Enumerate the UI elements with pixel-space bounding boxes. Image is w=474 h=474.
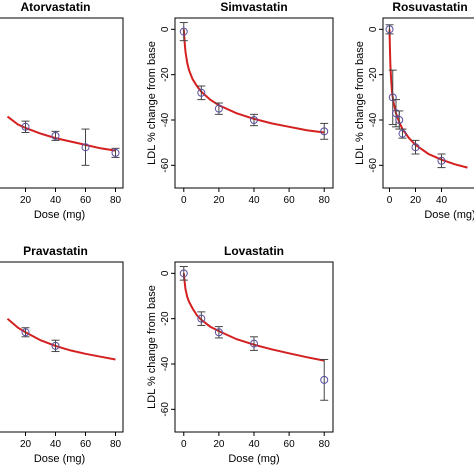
- y-tick-label: -20: [368, 67, 379, 82]
- data-point: [51, 341, 60, 350]
- x-tick-label: 20: [20, 439, 32, 450]
- data-point: [320, 127, 329, 136]
- x-tick-label: 60: [284, 439, 296, 450]
- data-point: [250, 116, 258, 124]
- data-point: [320, 375, 329, 384]
- x-tick-label: 60: [284, 195, 296, 206]
- fit-curve: [182, 273, 325, 362]
- x-axis-label: Dose (mg): [228, 453, 279, 465]
- x-tick-label: 80: [319, 439, 331, 450]
- y-tick-label: 0: [160, 26, 171, 32]
- x-tick-label: 60: [80, 195, 92, 206]
- x-tick-label: 40: [50, 195, 62, 206]
- x-axis-label: Dose (mg): [424, 209, 474, 221]
- x-tick-label: 0: [387, 195, 393, 206]
- panel-pravastatin: Pravastatin 20 40 60 80 Dose (mg): [0, 244, 124, 465]
- fit-curve: [6, 317, 116, 361]
- x-tick-label: 20: [20, 195, 32, 206]
- data-point: [398, 129, 407, 138]
- fit-curve: [6, 115, 116, 152]
- y-tick-label: 0: [368, 26, 379, 32]
- panel-title: Simvastatin: [220, 0, 287, 14]
- data-point: [395, 116, 404, 124]
- data-point: [250, 339, 258, 348]
- x-tick-label: 20: [213, 439, 225, 450]
- data-point: [21, 122, 30, 131]
- x-tick-label: 60: [80, 439, 92, 450]
- x-tick-label: 40: [248, 439, 260, 450]
- y-axis-label: LDL % change from base: [146, 285, 158, 409]
- panel-lovastatin: Lovastatin 0 20 40 60 80 0 -20 -40 -60 Dose (mg) LD…: [146, 244, 334, 465]
- data-point: [385, 25, 394, 34]
- x-tick-label: 0: [181, 439, 187, 450]
- y-tick-label: -20: [160, 67, 171, 82]
- plot-frame: [174, 17, 334, 189]
- x-tick-label: 0: [181, 195, 187, 206]
- x-tick-label: 20: [410, 195, 422, 206]
- x-tick-label: 40: [248, 195, 260, 206]
- plot-frame: [0, 17, 124, 189]
- x-tick-label: 80: [110, 195, 122, 206]
- data-point: [411, 143, 420, 152]
- data-point: [179, 27, 188, 36]
- y-tick-label: 0: [160, 270, 171, 276]
- panel-title: Pravastatin: [23, 244, 88, 258]
- x-axis-label: Dose (mg): [34, 209, 85, 221]
- fit-curve: [388, 29, 468, 169]
- panel-title: Lovastatin: [224, 244, 284, 258]
- data-point: [214, 104, 223, 113]
- data-point: [197, 88, 206, 97]
- x-tick-label: 80: [319, 195, 331, 206]
- panel-rosuvastatin: Rosuvastatin 0 20 40 0 -20 -40 -60 Dose (mg) LDL …: [354, 0, 474, 221]
- data-point: [437, 156, 446, 165]
- y-axis-label: LDL % change from base: [354, 41, 366, 165]
- y-tick-label: -60: [160, 158, 171, 173]
- fit-curve: [182, 29, 325, 134]
- panel-atorvastatin: Atorvastatin 20 40 60 80 Dose (mg): [0, 0, 124, 221]
- x-tick-label: 80: [110, 439, 122, 450]
- data-point: [214, 328, 223, 337]
- plot-frame: [382, 17, 474, 189]
- y-tick-label: -40: [160, 356, 171, 371]
- y-tick-label: -40: [160, 112, 171, 127]
- x-axis-label: Dose (mg): [34, 453, 85, 465]
- y-tick-label: -60: [160, 402, 171, 417]
- data-point: [21, 328, 30, 337]
- y-tick-label: -40: [368, 112, 379, 127]
- data-point: [197, 314, 206, 323]
- x-tick-label: 40: [436, 195, 448, 206]
- x-tick-label: 40: [50, 439, 62, 450]
- data-point: [388, 93, 397, 102]
- data-point: [111, 148, 120, 157]
- y-tick-label: -60: [368, 158, 379, 173]
- y-axis-label: LDL % change from base: [146, 41, 158, 165]
- x-tick-label: 20: [213, 195, 225, 206]
- panel-title: Rosuvastatin: [392, 0, 467, 14]
- data-point: [179, 269, 188, 278]
- data-point: [81, 143, 90, 152]
- data-point: [51, 131, 60, 140]
- panel-title: Atorvastatin: [20, 0, 90, 14]
- y-tick-label: -20: [160, 311, 171, 326]
